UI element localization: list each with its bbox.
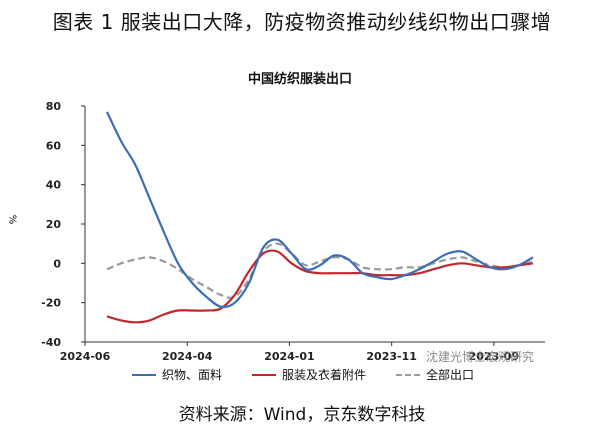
series-line-total	[106, 242, 534, 299]
series-line-apparel	[106, 249, 534, 324]
y-tick-label: 60	[46, 139, 62, 152]
x-tick-label: 2023-11	[366, 350, 417, 363]
legend-item-total: 全部出口	[396, 366, 474, 383]
legend-label-fabric: 织物、面料	[162, 368, 223, 382]
source-note: 资料来源：Wind，京东数字科技	[178, 405, 426, 425]
chart-legend: 织物、面料 服装及衣着附件 全部出口	[132, 366, 474, 383]
x-tick-label: 2024-06	[60, 350, 111, 363]
y-tick-label: 80	[46, 100, 62, 113]
watermark-text: 沈建光博士宏观研究	[426, 350, 535, 364]
legend-item-apparel: 服装及衣着附件	[252, 366, 366, 383]
legend-item-fabric: 织物、面料	[132, 366, 222, 383]
legend-swatch-total	[396, 373, 421, 376]
y-tick-label: 0	[53, 257, 61, 270]
series-line-fabric	[106, 111, 534, 309]
legend-swatch-apparel	[252, 373, 277, 376]
y-tick-label: -20	[41, 297, 61, 310]
x-tick-label: 2024-01	[264, 350, 315, 363]
y-tick-label: -40	[41, 336, 61, 349]
x-tick-label: 2023-09	[469, 350, 520, 363]
legend-label-total: 全部出口	[426, 368, 475, 382]
chart-title: 中国纺织服装出口	[247, 72, 352, 87]
legend-label-apparel: 服装及衣着附件	[282, 368, 367, 382]
y-tick-label: 40	[46, 179, 62, 192]
x-tick-label: 2024-04	[162, 350, 213, 363]
y-tick-label: 20	[46, 218, 62, 231]
legend-swatch-fabric	[132, 373, 156, 376]
figure-title: 图表 1 服装出口大降，防疫物资推动纱线织物出口骤增	[52, 10, 552, 34]
